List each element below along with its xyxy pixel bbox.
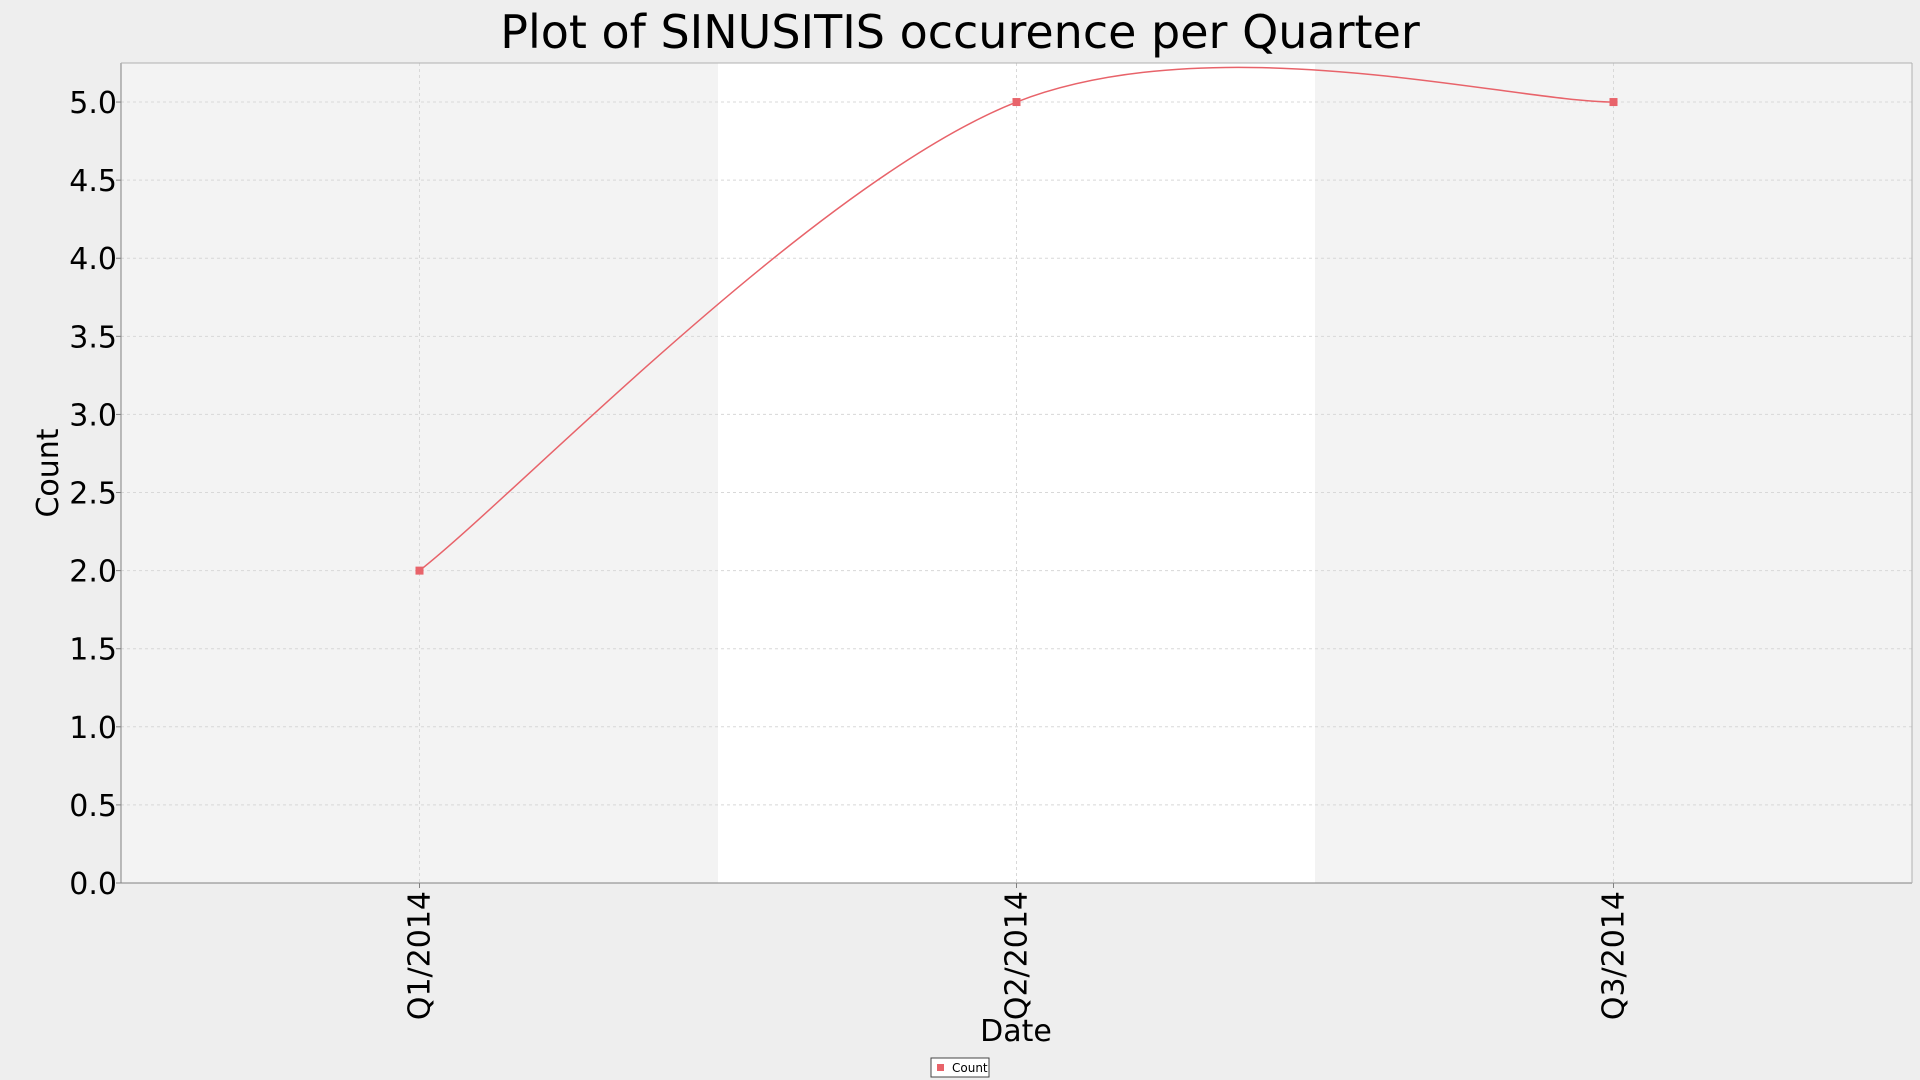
- y-tick-label: 4.5: [69, 164, 117, 199]
- x-tick-label: Q1/2014: [403, 891, 438, 1020]
- x-tick-label: Q2/2014: [1000, 891, 1035, 1020]
- y-tick-label: 0.0: [69, 867, 117, 902]
- series-layer: [415, 66, 1618, 575]
- data-point-q3-2014: [1609, 98, 1618, 107]
- legend-box: [930, 1057, 990, 1078]
- y-tick-label: 1.5: [69, 633, 117, 668]
- legend-marker: [937, 1064, 944, 1071]
- legend-label: Count: [952, 1061, 988, 1075]
- y-tick-label: 2.0: [69, 555, 117, 590]
- x-tick-labels: Q1/2014 Q2/2014 Q3/2014: [403, 891, 1632, 1020]
- data-point-q1-2014: [415, 566, 424, 575]
- y-tick-label: 5.0: [69, 86, 117, 121]
- data-point-q2-2014: [1012, 98, 1021, 107]
- x-tick-label: Q3/2014: [1597, 891, 1632, 1020]
- y-tick-label: 0.5: [69, 789, 117, 824]
- y-axis-label: Count: [31, 428, 66, 517]
- y-tick-label: 4.0: [69, 242, 117, 277]
- axes-layer: [116, 62, 1913, 888]
- chart-title: Plot of SINUSITIS occurence per Quarter: [500, 5, 1420, 59]
- y-tick-label: 1.0: [69, 711, 117, 746]
- y-tick-label: 3.0: [69, 398, 117, 433]
- x-axis-label: Date: [980, 1014, 1052, 1049]
- y-tick-label: 3.5: [69, 320, 117, 355]
- y-tick-label: 2.5: [69, 477, 117, 512]
- y-tick-labels: 0.0 0.5 1.0 1.5 2.0 2.5 3.0 3.5 4.0 4.5 5.0: [69, 86, 117, 902]
- series-line-1: [419, 66, 1614, 572]
- legend: Count: [930, 1057, 990, 1078]
